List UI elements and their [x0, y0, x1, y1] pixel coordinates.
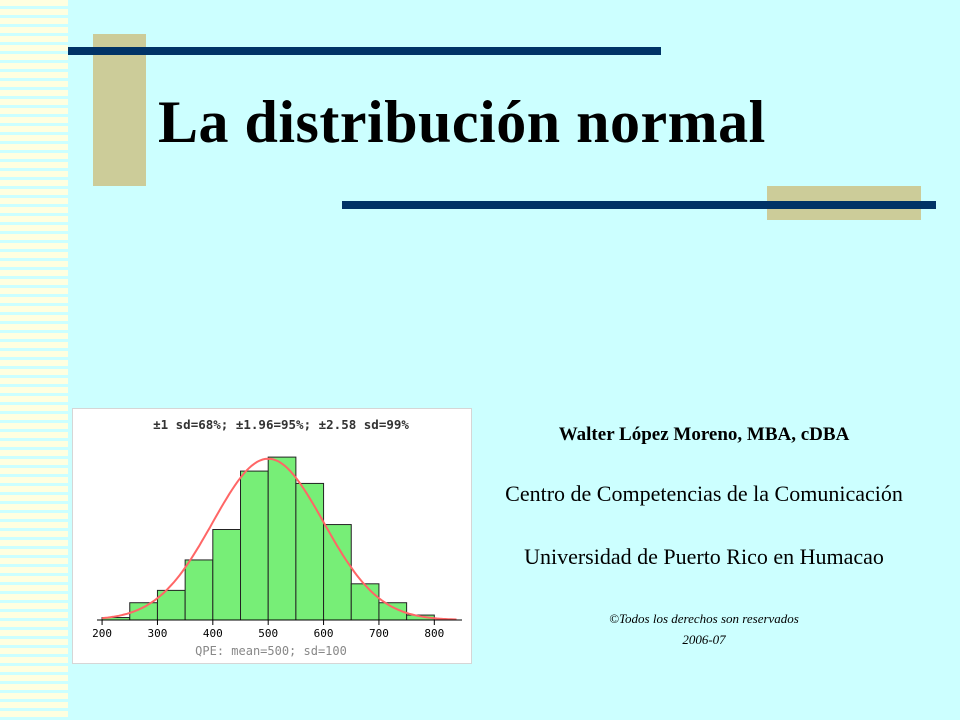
histogram-bar-450: [240, 470, 269, 621]
histogram-bar-550: [295, 482, 325, 621]
histogram-bar-400: [212, 529, 242, 621]
x-tick-label-800: 800: [424, 627, 444, 640]
top-accent-bar: [68, 47, 661, 55]
slide-title: La distribución normal: [158, 89, 766, 155]
x-tick-label-700: 700: [369, 627, 389, 640]
histogram-bar-350: [184, 559, 214, 621]
chart-footer: QPE: mean=500; sd=100: [195, 644, 347, 658]
author-name: Walter López Moreno, MBA, cDBA: [558, 424, 850, 445]
histogram-bar-500: [267, 456, 297, 621]
normal-distribution-chart: ±1 sd=68%; ±1.96=95%; ±2.58 sd=99% 200 30…: [72, 408, 472, 664]
normal-curve: [101, 457, 457, 621]
center-name: Centro de Competencias de la Comunicació…: [505, 481, 903, 506]
copyright-year: 2006-07: [682, 632, 726, 647]
chart-title: ±1 sd=68%; ±1.96=95%; ±2.58 sd=99%: [153, 417, 409, 432]
university-name: Universidad de Puerto Rico en Humacao: [524, 544, 884, 569]
title-accent-block: [93, 34, 146, 186]
left-striped-band: [0, 0, 68, 720]
x-tick-label-200: 200: [92, 627, 112, 640]
histogram-bar-600: [323, 524, 352, 621]
copyright-block: ©Todos los derechos son reservados 2006-…: [484, 608, 924, 650]
x-tick-label-600: 600: [314, 627, 334, 640]
bottom-accent-bar: [342, 201, 936, 209]
x-tick-label-400: 400: [203, 627, 223, 640]
x-tick-label-300: 300: [148, 627, 168, 640]
x-tick-label-500: 500: [258, 627, 278, 640]
histogram-bar-650: [350, 583, 380, 621]
copyright-text: ©Todos los derechos son reservados: [609, 611, 799, 626]
